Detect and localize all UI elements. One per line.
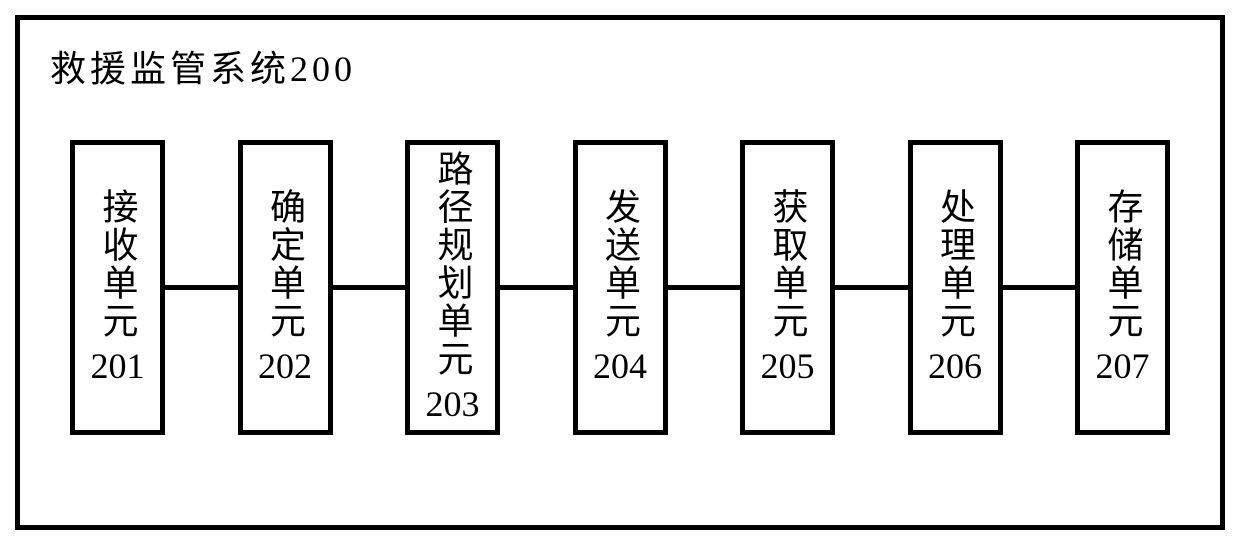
block-send: 发送单元 204 <box>573 140 668 435</box>
connector <box>835 285 908 290</box>
system-title: 救援监管系统200 <box>50 40 356 92</box>
block-number: 203 <box>426 383 480 425</box>
block-number: 202 <box>258 345 312 387</box>
block-label: 接收单元 <box>100 188 136 340</box>
block-label: 发送单元 <box>602 188 638 340</box>
block-acquire: 获取单元 205 <box>740 140 835 435</box>
block-number: 204 <box>593 345 647 387</box>
block-number: 205 <box>761 345 815 387</box>
block-number: 201 <box>91 345 145 387</box>
connector <box>165 285 238 290</box>
block-determine: 确定单元 202 <box>238 140 333 435</box>
connector <box>668 285 741 290</box>
block-process: 处理单元 206 <box>908 140 1003 435</box>
block-label: 存储单元 <box>1105 188 1141 340</box>
block-store: 存储单元 207 <box>1075 140 1170 435</box>
connector <box>1003 285 1076 290</box>
block-label: 确定单元 <box>267 188 303 340</box>
block-label: 路径规划单元 <box>435 150 471 378</box>
blocks-row: 接收单元 201 确定单元 202 路径规划单元 203 发送单元 204 获取… <box>70 140 1170 435</box>
system-outer-frame: 救援监管系统200 接收单元 201 确定单元 202 路径规划单元 203 发… <box>15 15 1225 530</box>
block-label: 获取单元 <box>770 188 806 340</box>
block-label: 处理单元 <box>937 188 973 340</box>
connector <box>333 285 406 290</box>
block-number: 206 <box>928 345 982 387</box>
block-path-planning: 路径规划单元 203 <box>405 140 500 435</box>
block-number: 207 <box>1096 345 1150 387</box>
connector <box>500 285 573 290</box>
block-receive: 接收单元 201 <box>70 140 165 435</box>
